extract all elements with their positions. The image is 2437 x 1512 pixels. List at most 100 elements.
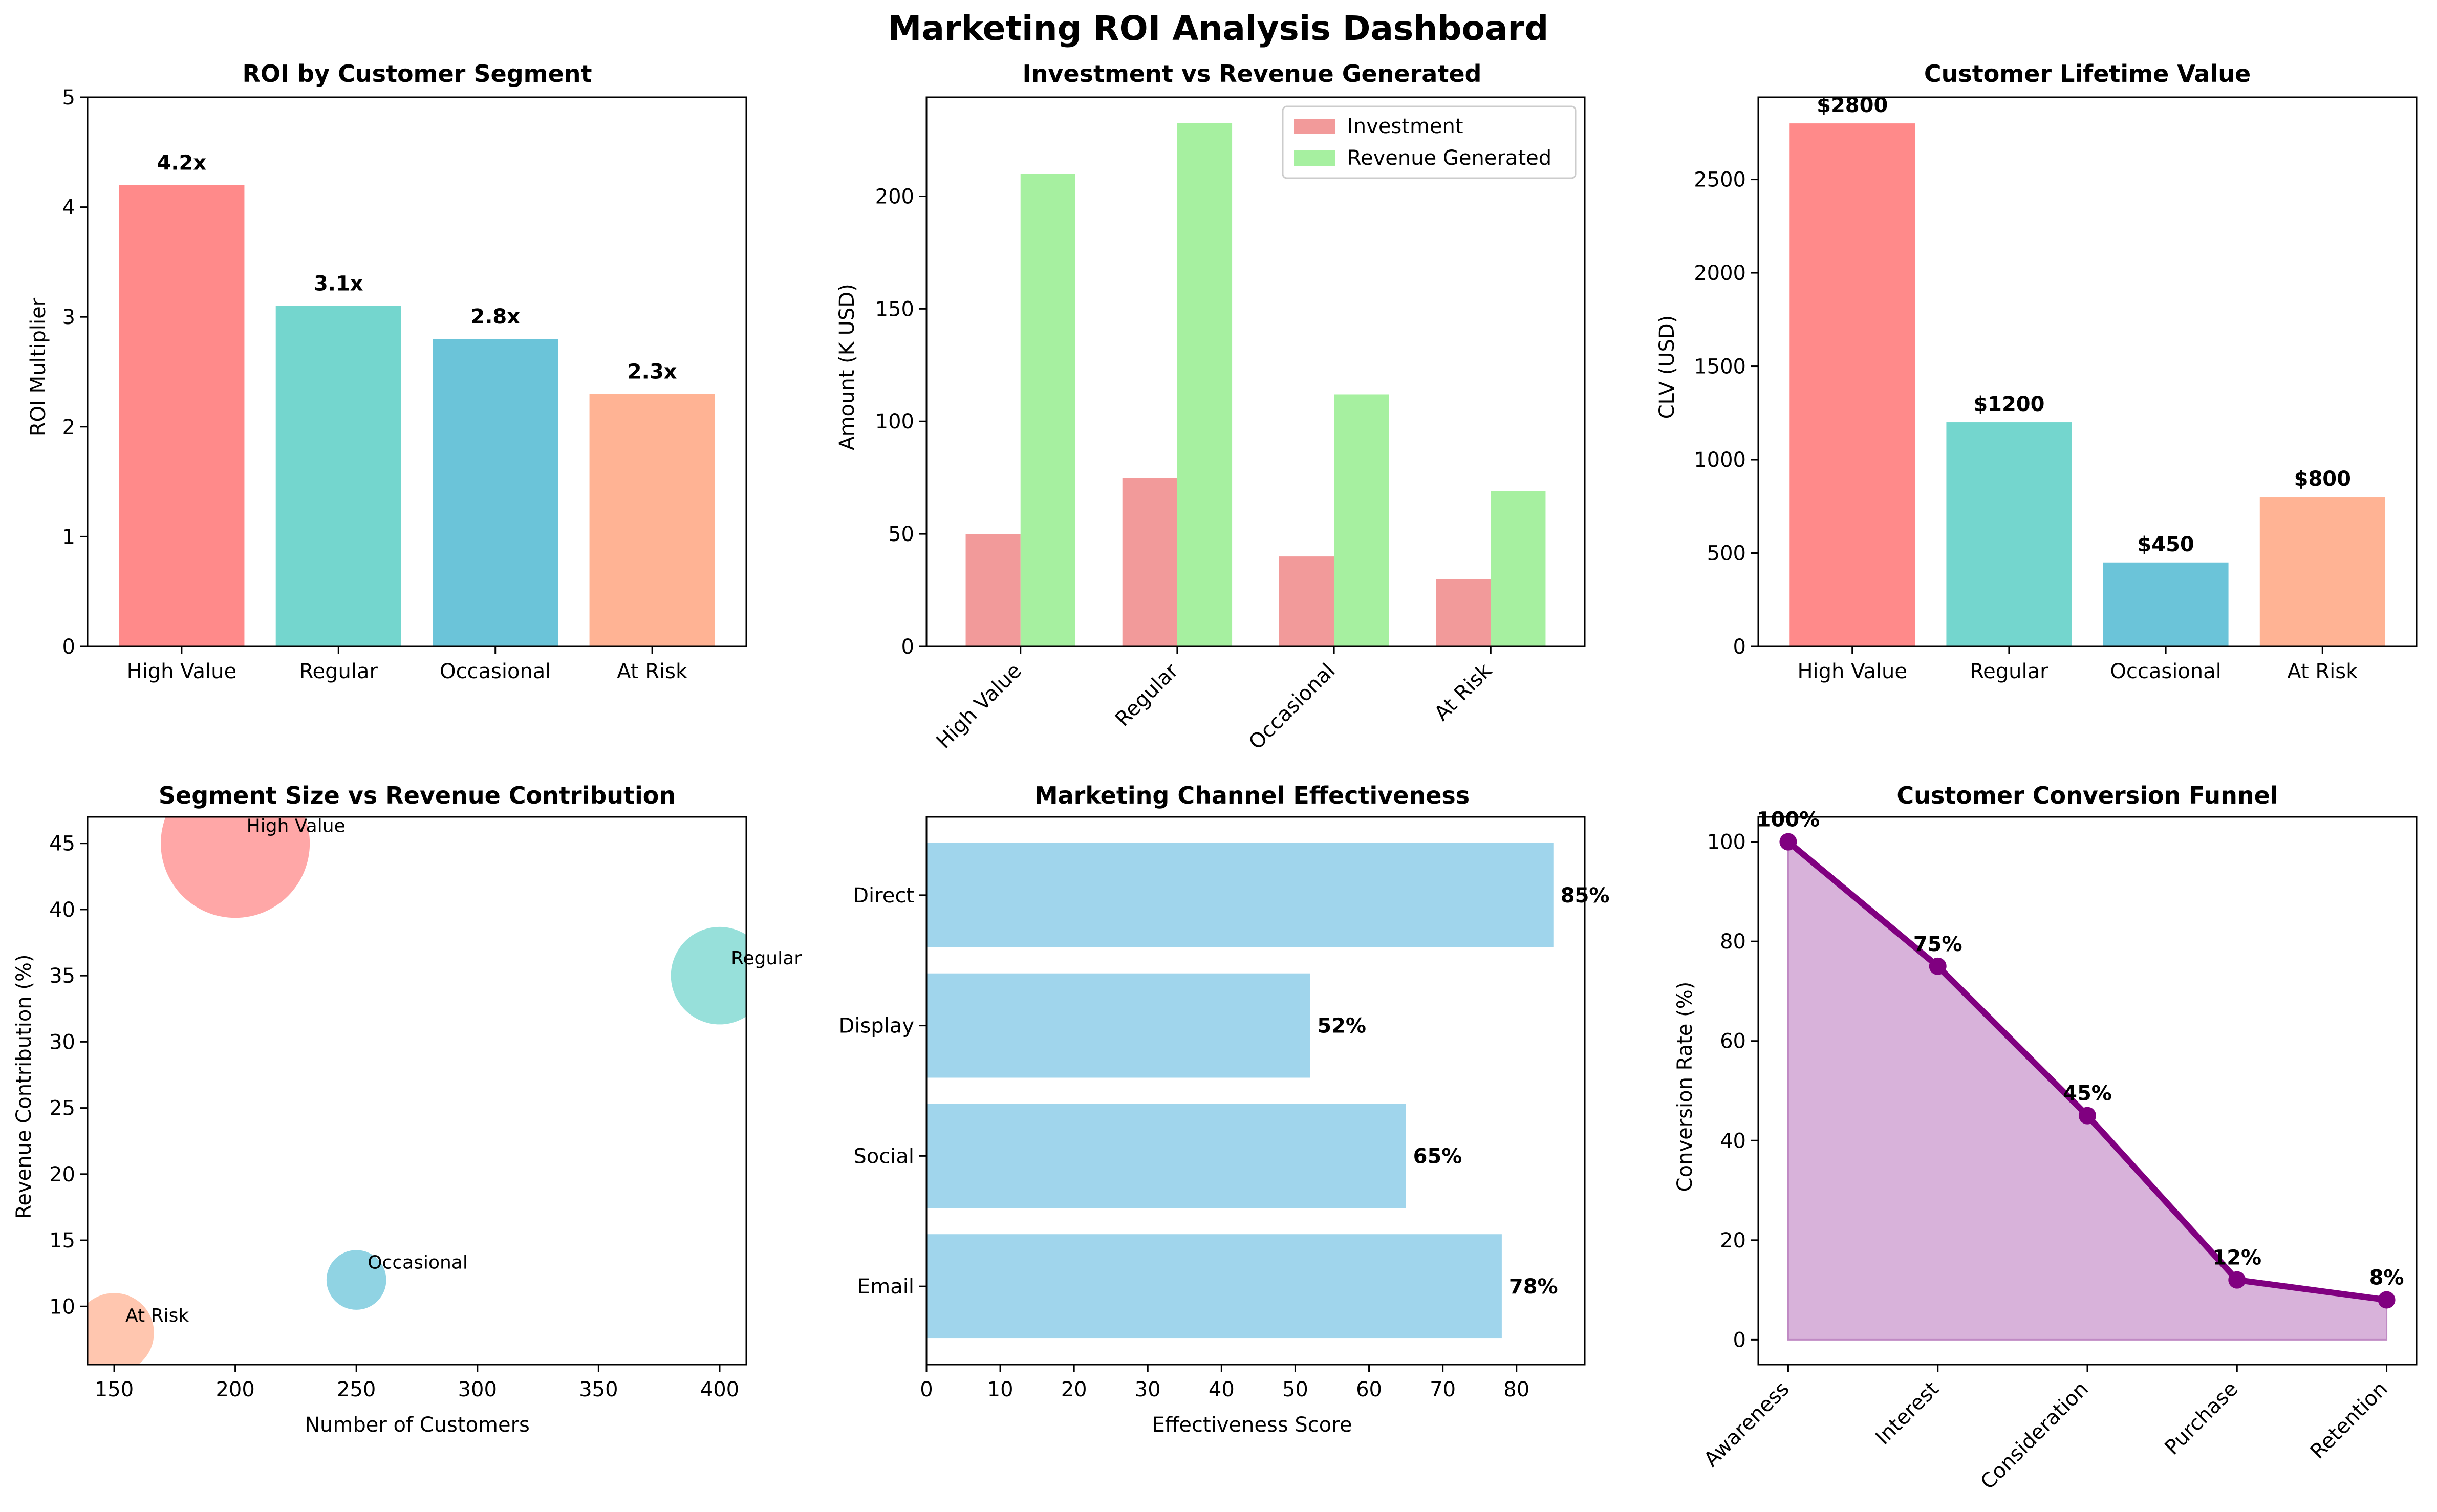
channel-xtick-label: 20 xyxy=(1061,1378,1087,1401)
clv-bar xyxy=(2103,562,2229,646)
bubble-ytick-label: 30 xyxy=(49,1030,75,1054)
funnel-ylabel: Conversion Rate (%) xyxy=(1673,982,1697,1192)
roi-ytick-label: 3 xyxy=(62,306,75,329)
channel-chart-title: Marketing Channel Effectiveness xyxy=(1034,782,1470,809)
bubble-chart-title: Segment Size vs Revenue Contribution xyxy=(159,782,676,809)
roi-bar-label: 2.3x xyxy=(628,360,677,383)
bubble-ytick-label: 20 xyxy=(49,1163,75,1186)
clv-bar-label: $800 xyxy=(2294,467,2351,491)
clv-plot: $2800$1200$450$80005001000150020002500Hi… xyxy=(1694,94,2418,683)
clv-bar-label: $1200 xyxy=(1973,393,2044,416)
clv-ytick-label: 0 xyxy=(1733,635,1746,659)
channel-xtick-label: 50 xyxy=(1282,1378,1308,1401)
investment-bar xyxy=(1279,556,1334,646)
roi-chart-title: ROI by Customer Segment xyxy=(242,60,592,88)
invrev-chart-title: Investment vs Revenue Generated xyxy=(1023,60,1482,88)
roi-bar xyxy=(119,185,245,646)
channel-xtick-label: 30 xyxy=(1135,1378,1161,1401)
channel-bar-label: 78% xyxy=(1509,1275,1558,1299)
roi-ytick-label: 2 xyxy=(62,416,75,439)
clv-bar xyxy=(2259,497,2385,646)
clv-bar-label: $450 xyxy=(2137,533,2194,556)
channel-bar xyxy=(926,973,1310,1078)
invrev-legend-label: Investment xyxy=(1347,115,1463,138)
roi-bar xyxy=(275,306,401,646)
channel-bar xyxy=(926,1234,1502,1339)
channel-xtick-label: 70 xyxy=(1430,1378,1456,1401)
channel-bar xyxy=(926,843,1554,947)
bubble-point xyxy=(671,926,746,1025)
channel-xtick-label: 60 xyxy=(1356,1378,1382,1401)
invrev-legend-label: Revenue Generated xyxy=(1347,146,1551,170)
roi-ytick-label: 0 xyxy=(62,635,75,659)
bubble-plot: High Value Regular Occasional At Risk 150 200… xyxy=(49,816,802,1401)
clv-ytick-label: 2000 xyxy=(1694,262,1746,285)
clv-ytick-label: 2500 xyxy=(1694,168,1746,192)
invrev-ytick-label: 150 xyxy=(875,297,914,321)
funnel-ytick-label: 40 xyxy=(1720,1129,1746,1153)
clv-xtick-label: At Risk xyxy=(2287,660,2358,683)
bubble-ylabel: Revenue Contribution (%) xyxy=(12,954,36,1219)
channel-xtick-label: 40 xyxy=(1209,1378,1235,1401)
panel-channel: Marketing Channel Effectiveness Effectiv… xyxy=(839,782,1610,1437)
funnel-point-label: 12% xyxy=(2212,1246,2261,1270)
revenue-bar xyxy=(1177,123,1233,646)
bubble-ytick-label: 10 xyxy=(49,1295,75,1319)
funnel-ytick-label: 60 xyxy=(1720,1030,1746,1053)
channel-ytick-label: Email xyxy=(857,1275,914,1299)
roi-bar-label: 4.2x xyxy=(157,152,207,175)
roi-xtick-label: Regular xyxy=(299,660,378,683)
channel-xlabel: Effectiveness Score xyxy=(1152,1413,1352,1437)
funnel-ytick-label: 0 xyxy=(1733,1328,1746,1352)
funnel-point-label: 100% xyxy=(1757,808,1820,832)
invrev-ytick-label: 50 xyxy=(888,523,914,546)
roi-ylabel: ROI Multiplier xyxy=(27,297,50,436)
investment-bar xyxy=(1122,478,1177,646)
funnel-axes-frame xyxy=(1757,816,2418,1366)
clv-bar xyxy=(1789,123,1915,647)
channel-xtick-label: 10 xyxy=(987,1378,1013,1401)
channel-ytick-label: Direct xyxy=(853,884,914,908)
funnel-chart-title: Customer Conversion Funnel xyxy=(1896,782,2278,809)
channel-xtick-label: 80 xyxy=(1503,1378,1529,1401)
bubble-xtick-label: 250 xyxy=(337,1378,376,1401)
investment-bar xyxy=(1436,579,1491,646)
panel-clv: Customer Lifetime Value CLV (USD) $2800$… xyxy=(1655,60,2418,683)
bubble-xtick-label: 150 xyxy=(95,1378,134,1401)
bubble-ytick-label: 35 xyxy=(49,964,75,988)
funnel-point xyxy=(2378,1291,2396,1309)
clv-xtick-label: Occasional xyxy=(2110,660,2221,683)
bubble-point-label: High Value xyxy=(247,816,346,837)
roi-ytick-label: 5 xyxy=(62,86,75,110)
funnel-ytick-label: 100 xyxy=(1707,831,1746,854)
funnel-ytick-label: 20 xyxy=(1720,1229,1746,1252)
funnel-point-label: 45% xyxy=(2063,1082,2112,1106)
invrev-legend-box xyxy=(1282,105,1577,179)
clv-ytick-label: 1500 xyxy=(1694,355,1746,379)
funnel-point xyxy=(1779,833,1797,851)
invrev-ytick-label: 200 xyxy=(875,185,914,208)
funnel-point xyxy=(2079,1107,2096,1125)
revenue-bar xyxy=(1491,491,1546,646)
panel-bubble: Segment Size vs Revenue Contribution Rev… xyxy=(12,782,802,1437)
bubble-point-label: Occasional xyxy=(368,1252,468,1273)
bubble-ytick-label: 40 xyxy=(49,898,75,922)
clv-ytick-label: 1000 xyxy=(1694,448,1746,472)
roi-bar xyxy=(433,339,558,646)
roi-plot: 4.2x 3.1x 2.8x 2.3x 0 1 2 3 4 5 High Value Regular O… xyxy=(62,86,747,683)
roi-bar-label: 2.8x xyxy=(470,305,520,329)
roi-xtick-label: Occasional xyxy=(440,660,551,683)
clv-ytick-label: 500 xyxy=(1707,542,1746,566)
revenue-bar xyxy=(1334,394,1389,646)
invrev-legend-swatch xyxy=(1294,119,1335,134)
channel-xtick-label: 0 xyxy=(920,1378,933,1401)
funnel-point xyxy=(1929,957,1947,975)
invrev-legend-swatch xyxy=(1294,150,1335,166)
channel-ytick-label: Social xyxy=(853,1144,914,1168)
invrev-axes-frame xyxy=(925,96,1586,647)
bubble-xtick-label: 400 xyxy=(700,1378,739,1401)
channel-ytick-label: Display xyxy=(839,1014,914,1038)
clv-bar xyxy=(1946,422,2072,646)
